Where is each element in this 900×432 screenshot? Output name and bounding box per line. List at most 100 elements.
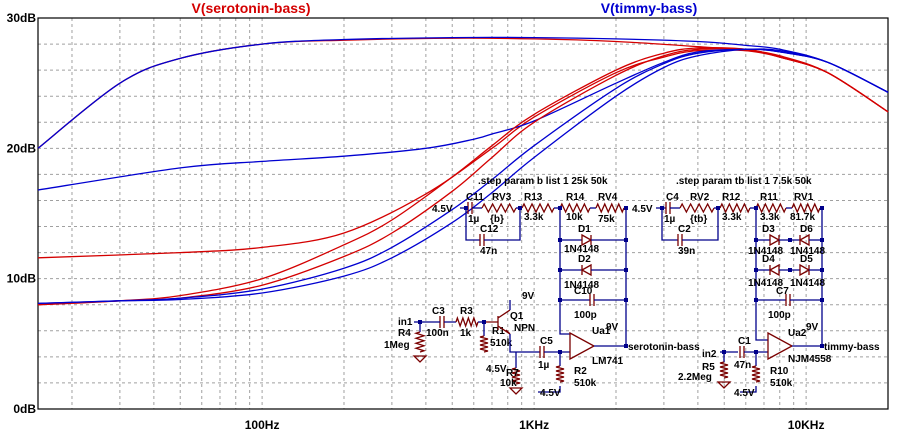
d2 [580,263,592,277]
x-tick-label: 100Hz [245,418,280,432]
ground-symbol [508,387,524,395]
schematic-label: {b} [490,214,504,225]
wire [661,208,678,241]
node-dot [518,206,522,210]
r13 [521,202,555,214]
schematic-label: D2 [578,254,591,265]
schematic-label: 1N4148 [790,246,825,257]
trace-title[interactable]: V(serotonin-bass) [191,0,310,16]
schematic-label: 1N4148 [748,278,783,289]
y-tick-label: 20dB [7,141,37,155]
r2 [555,365,565,383]
schematic-label: D5 [800,254,813,265]
schematic-label: 47n [480,246,497,257]
schematic-label: LM741 [592,356,624,367]
schematic-label: 510k [574,378,597,389]
node-dot [464,206,468,210]
c3 [439,316,445,328]
trace-title[interactable]: V(timmy-bass) [601,0,697,16]
node-dot [820,298,824,302]
wire [740,386,757,393]
schematic-label: 1N4148 [564,280,599,291]
r14 [559,202,591,214]
schematic-label: 47n [734,360,751,371]
node-dot [820,268,824,272]
plot-frame [37,17,889,410]
node-dot [820,238,824,242]
c12 [479,234,485,246]
schematic-label: 1µ [538,360,550,371]
series-line-8 [37,48,889,305]
r7 [511,367,521,385]
series-line-1 [37,37,889,149]
rv4 [595,202,625,214]
schematic-label: C11 [466,192,484,203]
d6 [798,233,810,247]
schematic-label: 4.5V [540,388,561,399]
schematic-label: 100p [574,310,597,321]
schematic-label: 3.3k [760,212,780,223]
schematic-label: in2 [702,349,717,360]
schematic-label: D3 [762,224,775,235]
schematic-label: R12 [722,192,741,203]
wire [682,208,719,241]
schematic-label: R4 [398,328,411,339]
schematic-label: serotonin-bass [628,342,700,353]
schematic-label: 10k [566,212,583,223]
wire [559,208,570,335]
r5 [719,361,729,379]
schematic-label: 81.7k [790,212,815,223]
schematic-label: 4.5V [734,388,755,399]
y-tick-label: 10dB [7,272,37,286]
schematic-label: 1N4148 [790,278,825,289]
schematic-label: 3.3k [722,212,742,223]
step-directive: .step param tb list 1 7.5k 50k [676,176,812,187]
node-dot [754,268,758,272]
schematic-label: D1 [578,224,591,235]
schematic-label: C12 [480,224,499,235]
schematic-label: R7 [506,368,519,379]
schematic-label: Ua1 [592,326,611,337]
schematic-label: 1k [460,328,472,339]
rv2 [679,202,715,214]
q1-npn [486,309,511,335]
legend: V(serotonin-bass) V(timmy-bass) [191,0,697,16]
schematic-label: 4.5V [486,364,507,375]
schematic-label: Ua2 [788,328,807,339]
r1 [479,335,489,353]
node-dot [660,206,664,210]
series-layer [37,36,889,306]
step-directive: .step param b list 1 25k 50k [478,176,608,187]
tick-labels: 30dB 20dB 10dB 0dB 100Hz 1KHz 10KHz [7,11,825,432]
schematic-label: 100p [768,310,791,321]
r11 [755,202,787,214]
schematic-label: 510k [490,338,513,349]
schematic-label: R2 [574,366,587,377]
node-dot [788,238,792,242]
ua2 [767,331,794,361]
wire [484,208,521,241]
supply-label: 4.5V [632,204,653,215]
wire [755,208,768,341]
ground-symbol [412,355,428,363]
node-dot [558,298,562,302]
schematic-label: RV2 [690,192,710,203]
rv3 [481,202,517,214]
wire [509,334,540,353]
series-line-3 [37,49,889,259]
d5 [799,263,811,277]
r4 [413,331,427,353]
d3 [769,233,781,247]
supply-label: 4.5V [432,204,453,215]
schematic-label: RV4 [598,192,618,203]
r10 [751,365,761,383]
schematic-label: 1N4148 [748,246,783,257]
wire [538,386,561,393]
schematic-label: R11 [760,192,778,203]
schematic-label: in1 [398,317,413,328]
node-dot [754,298,758,302]
schematic-label: 9V [606,322,619,333]
c11 [467,202,473,214]
schematic-label: R1 [492,326,505,337]
